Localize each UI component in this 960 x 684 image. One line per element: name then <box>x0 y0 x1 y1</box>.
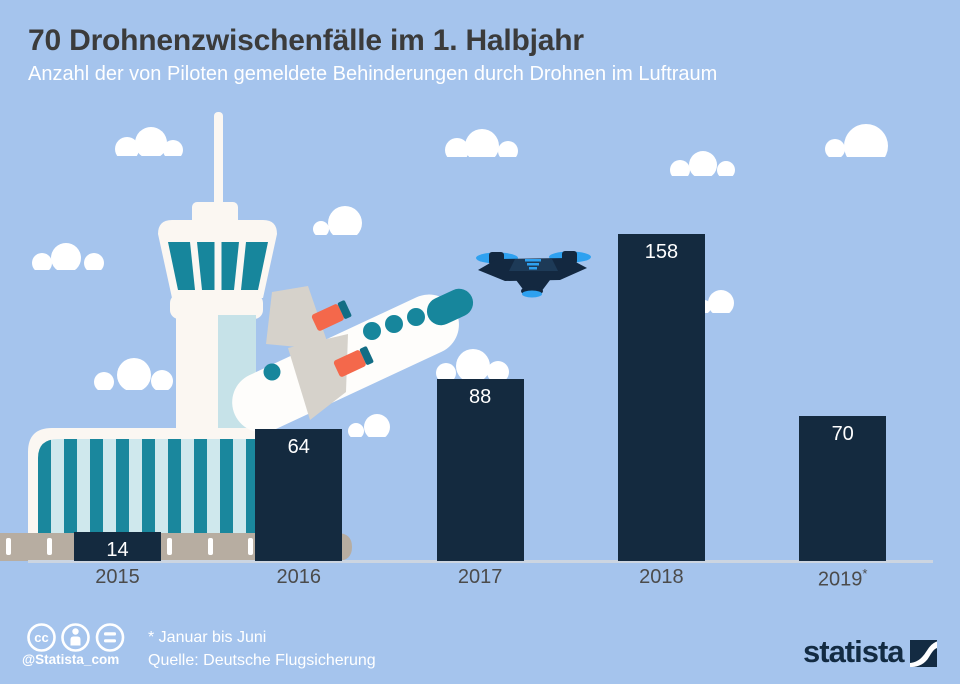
equals-icon[interactable] <box>95 623 125 652</box>
statista-wordmark: statista <box>803 634 905 669</box>
cloud-icon <box>108 127 188 182</box>
bar-value-label: 70 <box>831 423 854 445</box>
cloud-icon <box>666 151 740 200</box>
bar-2016: 64 <box>255 429 343 561</box>
attribution-person-icon[interactable] <box>61 623 90 652</box>
cc-icon[interactable] <box>27 623 56 652</box>
statista-logo[interactable]: statista <box>803 636 937 667</box>
tower-antenna <box>214 112 223 206</box>
bar-2015: 14 <box>74 532 161 561</box>
bar-value-label: 158 <box>644 241 679 263</box>
svg-text:cc: cc <box>34 630 48 645</box>
license-block[interactable]: cc @Statista_com <box>0 600 200 684</box>
cloud-icons <box>26 124 897 457</box>
bar-value-label: 14 <box>106 539 129 561</box>
bar-2019: 70 <box>799 416 887 561</box>
cloud-icon <box>344 414 396 457</box>
airplane-wing <box>288 334 348 420</box>
x-axis-label: 2016 <box>276 566 322 588</box>
x-axis-line <box>28 560 933 563</box>
page-subtitle: Anzahl der von Piloten gemeldete Behinde… <box>28 63 718 85</box>
airplane-illustration <box>232 286 474 433</box>
source-line: Quelle: Deutsche Flugsicherung <box>148 652 376 669</box>
x-axis-label: 2017 <box>457 566 503 588</box>
x-axis-label: 2018 <box>639 566 684 588</box>
drone-illustration <box>476 251 591 298</box>
cloud-icon <box>26 243 110 294</box>
page-title: 70 Drohnenzwischenfälle im 1. Halbjahr <box>28 24 584 57</box>
cloud-icon <box>308 206 368 259</box>
airplane-cockpit-window <box>426 288 474 326</box>
airplane-engine <box>333 346 374 377</box>
statista-logo-mark <box>909 640 937 667</box>
airplane-tail-fin <box>266 286 330 350</box>
bar-value-label: 88 <box>468 386 492 408</box>
bar-value-label: 64 <box>287 436 310 458</box>
cloud-icon <box>821 124 897 185</box>
drone-camera-lens <box>522 290 542 298</box>
bar-2017: 88 <box>436 379 524 561</box>
cloud-icon <box>90 358 180 414</box>
header: 70 Drohnenzwischenfälle im 1. Halbjahr A… <box>28 24 717 86</box>
footnote: * Januar bis Juni <box>148 629 267 646</box>
terminal-building-illustration <box>28 428 256 533</box>
x-axis-label: 2015 <box>95 566 140 588</box>
airplane-engine <box>311 300 352 331</box>
x-axis-label: 2019* <box>817 566 868 591</box>
cloud-icon <box>441 129 523 183</box>
bar-2018: 158 <box>617 234 705 561</box>
statista-handle[interactable]: @Statista_com <box>22 652 119 667</box>
